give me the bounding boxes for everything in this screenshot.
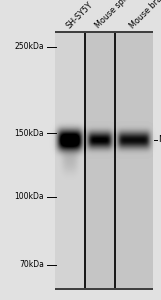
Text: 250kDa: 250kDa xyxy=(15,42,44,51)
Text: 70kDa: 70kDa xyxy=(19,260,44,269)
Text: Mouse brain: Mouse brain xyxy=(128,0,161,30)
Text: 150kDa: 150kDa xyxy=(15,129,44,138)
Text: NRCAM: NRCAM xyxy=(159,135,161,144)
Text: Mouse spinal cord: Mouse spinal cord xyxy=(94,0,152,30)
Text: 100kDa: 100kDa xyxy=(15,192,44,201)
Text: SH-SY5Y: SH-SY5Y xyxy=(64,0,94,30)
